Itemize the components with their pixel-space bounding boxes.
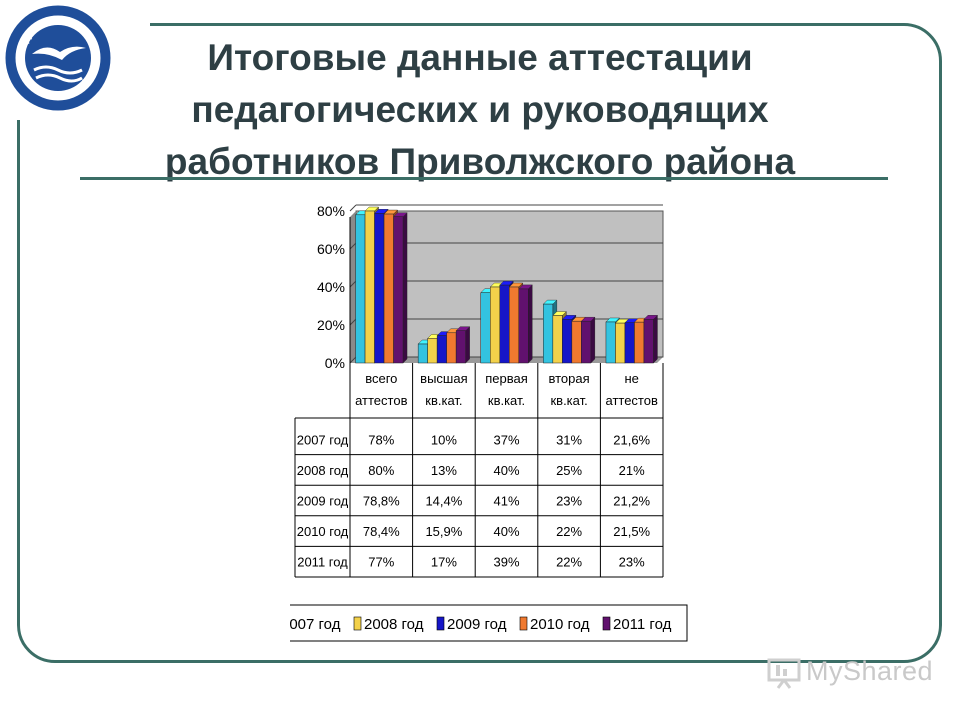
x-category-label: кв.кат.	[488, 393, 525, 408]
bar	[518, 288, 529, 364]
gridline-edge	[349, 204, 357, 212]
data-label: 15,9%	[425, 524, 462, 539]
slide-title: Итоговые данные аттестации педагогически…	[164, 37, 796, 182]
gridline-edge	[349, 280, 357, 288]
watermark: MyShared	[806, 656, 934, 686]
data-label: 78,8%	[363, 494, 400, 509]
bar	[364, 210, 375, 364]
attestation-chart: 0% 20% 40% 60% 80% всего аттестов высшая кв.кат.…	[290, 203, 688, 642]
x-category-label: не	[624, 371, 638, 386]
bar	[634, 321, 645, 364]
bar	[417, 343, 428, 364]
data-label: 77%	[368, 555, 394, 570]
data-label: 78,4%	[363, 524, 400, 539]
bar-side	[402, 212, 408, 364]
data-label: 17%	[431, 555, 457, 570]
data-label: 41%	[493, 494, 519, 509]
slide-frame	[17, 23, 942, 663]
bar	[605, 321, 616, 364]
gridline-edge	[349, 242, 357, 250]
presentation-icon	[767, 658, 801, 689]
x-category-label: кв.кат.	[550, 393, 587, 408]
y-tick-label: 20%	[317, 317, 345, 333]
x-category-label: высшая	[420, 371, 467, 386]
data-label: 22%	[556, 524, 582, 539]
table-row-label: 2011 год	[297, 555, 348, 570]
x-category-label: всего	[365, 371, 397, 386]
gridline-edge	[349, 356, 357, 364]
data-label: 37%	[493, 432, 519, 447]
data-label: 10%	[431, 432, 457, 447]
bar	[643, 319, 654, 364]
data-label: 25%	[556, 463, 582, 478]
bar	[446, 332, 457, 364]
bar	[427, 338, 438, 364]
bar	[436, 335, 447, 364]
bar	[374, 213, 385, 364]
bar	[624, 322, 635, 364]
data-label: 40%	[493, 524, 519, 539]
legend-label: 2010 год	[530, 616, 590, 633]
x-category-label: вторая	[549, 371, 590, 386]
bar	[455, 330, 466, 364]
plot-side-wall	[350, 211, 356, 363]
bar	[480, 292, 491, 364]
data-label: 80%	[368, 463, 394, 478]
bar	[552, 315, 563, 364]
legend-swatch	[602, 616, 611, 631]
data-label: 23%	[556, 494, 582, 509]
y-tick-label: 0%	[325, 355, 345, 371]
x-category-label: кв.кат.	[425, 393, 462, 408]
bar	[490, 286, 500, 364]
table-row-label: 2007 год	[297, 432, 349, 447]
data-label: 13%	[431, 463, 457, 478]
legend-swatch	[436, 616, 445, 631]
x-category-label: первая	[485, 371, 528, 386]
bar	[355, 214, 366, 364]
data-label: 14,4%	[425, 494, 462, 509]
data-label: 23%	[619, 555, 645, 570]
data-label: 22%	[556, 555, 582, 570]
bar	[581, 320, 592, 364]
bar	[562, 319, 573, 364]
legend-swatch	[519, 616, 528, 631]
x-category-label: аттестов	[606, 393, 658, 408]
bar	[393, 216, 404, 364]
data-label: 40%	[493, 463, 519, 478]
data-label: 31%	[556, 432, 582, 447]
bar	[615, 322, 626, 364]
bar-side	[653, 314, 658, 364]
bar-side	[590, 316, 596, 364]
district-logo: ИДЕЛ БУЕ РАЙОНЫ ПРИВОЛЖСКИЙ РАЙОН	[5, 5, 111, 111]
table-row-label: 2008 год	[297, 463, 349, 478]
table-row-label: 2010 год	[297, 524, 349, 539]
y-tick-label: 40%	[317, 279, 345, 295]
y-tick-label: 60%	[317, 241, 345, 257]
bar	[543, 303, 554, 364]
bar	[571, 320, 582, 364]
data-label: 21,2%	[613, 494, 650, 509]
data-label: 39%	[493, 555, 519, 570]
y-tick-label: 80%	[317, 203, 345, 219]
x-category-label: аттестов	[355, 393, 407, 408]
data-label: 21,5%	[613, 524, 650, 539]
title-underline	[80, 177, 888, 180]
bar	[509, 286, 519, 364]
data-label: 78%	[368, 432, 394, 447]
table-row-label: 2009 год	[297, 494, 349, 509]
data-label: 21%	[619, 463, 645, 478]
bar	[383, 213, 394, 364]
legend-label: 2007 год	[290, 616, 341, 633]
legend-swatch	[353, 616, 362, 631]
bar	[499, 284, 510, 364]
bar-side	[528, 284, 533, 364]
gridline-edge	[349, 318, 357, 326]
legend-label: 2009 год	[447, 616, 507, 633]
bar-side	[465, 326, 470, 364]
legend-label: 2008 год	[364, 616, 424, 633]
data-label: 21,6%	[613, 432, 650, 447]
legend-label: 2011 год	[613, 616, 672, 633]
